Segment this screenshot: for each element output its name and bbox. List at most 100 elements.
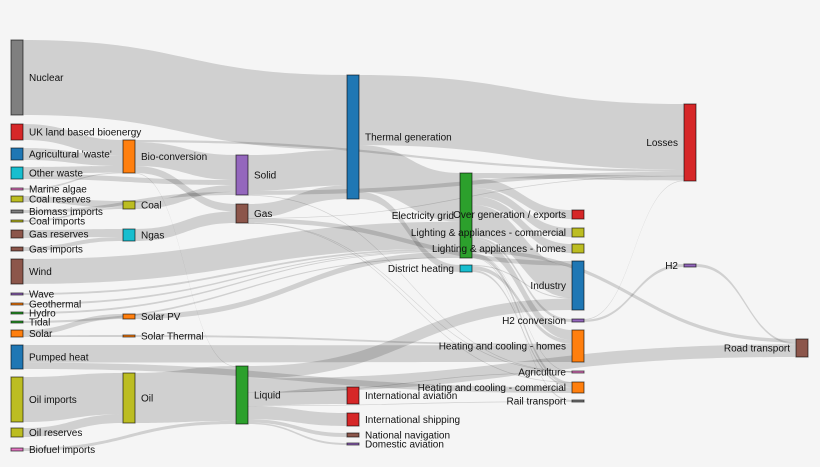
node-rail-transport[interactable] xyxy=(571,399,585,403)
node-agriculture[interactable] xyxy=(571,370,585,374)
node-label-international-shipping: International shipping xyxy=(365,415,460,426)
link-liquid--international-aviation xyxy=(248,387,347,406)
node-ngas[interactable] xyxy=(122,228,136,242)
node-coal-reserves[interactable] xyxy=(10,195,24,203)
node-pumped-heat[interactable] xyxy=(10,344,24,370)
node-coal-imports[interactable] xyxy=(10,219,24,223)
link-bio-conversion--losses xyxy=(135,140,684,172)
link-thermal-generation--electricity-grid xyxy=(359,145,460,222)
link-liquid--national-navigation xyxy=(248,419,347,437)
link-solid--thermal-generation xyxy=(248,149,347,191)
link-h2-conversion--losses xyxy=(584,180,684,320)
node-heating-and-cooling-commercial[interactable] xyxy=(571,381,585,394)
node-other-waste[interactable] xyxy=(10,166,24,180)
link-gas--agriculture xyxy=(248,222,572,372)
node-bio-conversion[interactable] xyxy=(122,139,136,174)
link-coal-imports--coal xyxy=(23,207,123,222)
node-label-national-navigation: National navigation xyxy=(365,431,450,442)
node-solar-thermal[interactable] xyxy=(122,334,136,338)
link-gas--industry xyxy=(248,218,572,266)
link-liquid--international-shipping xyxy=(248,405,347,426)
node-lighting-appliances-commercial[interactable] xyxy=(571,227,585,238)
link-thermal-generation--district-heating xyxy=(359,191,460,272)
node-national-navigation[interactable] xyxy=(346,432,360,438)
link-gas--heating-and-cooling-commercial xyxy=(248,222,572,383)
node-label-tidal: Tidal xyxy=(29,318,50,329)
link-electricity-grid--road-transport xyxy=(472,249,796,343)
link-electricity-grid--losses xyxy=(472,173,684,181)
node-label-wave: Wave xyxy=(29,290,55,301)
node-international-shipping[interactable] xyxy=(346,412,360,427)
node-marine-algae[interactable] xyxy=(10,187,24,191)
node-oil-imports[interactable] xyxy=(10,376,24,423)
node-solar-pv[interactable] xyxy=(122,313,136,320)
node-gas-imports[interactable] xyxy=(10,246,24,252)
node-uk-land-based-bioenergy[interactable] xyxy=(10,123,24,141)
link-oil-imports--oil xyxy=(23,373,123,422)
link-solar--solar-thermal xyxy=(23,335,123,337)
link-wind--electricity-grid xyxy=(23,221,460,284)
links-layer xyxy=(23,40,796,451)
link-gas-reserves--ngas xyxy=(23,229,123,238)
node-h2-conversion[interactable] xyxy=(571,318,585,323)
node-lighting-appliances-homes[interactable] xyxy=(571,243,585,254)
link-district-heating--heating-and-cooling-homes xyxy=(472,265,572,344)
node-electricity-grid[interactable] xyxy=(459,172,473,259)
node-agricultural-waste[interactable] xyxy=(10,147,24,161)
node-district-heating[interactable] xyxy=(459,264,473,273)
link-pumped-heat--heating-and-cooling-commercial xyxy=(23,362,572,393)
node-gas[interactable] xyxy=(235,203,249,224)
node-h2[interactable] xyxy=(683,263,697,268)
node-hydro[interactable] xyxy=(10,311,24,315)
node-oil-reserves[interactable] xyxy=(10,427,24,438)
link-geothermal--electricity-grid xyxy=(23,250,460,305)
node-international-aviation[interactable] xyxy=(346,386,360,405)
node-solid[interactable] xyxy=(235,154,249,196)
node-road-transport[interactable] xyxy=(795,338,809,358)
node-heating-and-cooling-homes[interactable] xyxy=(571,329,585,363)
link-electricity-grid--h2-conversion xyxy=(472,236,572,322)
link-other-waste--bio-conversion xyxy=(23,166,123,174)
link-nuclear--thermal-generation xyxy=(23,40,347,150)
node-tidal[interactable] xyxy=(10,320,24,324)
node-domestic-aviation[interactable] xyxy=(346,442,360,446)
node-wind[interactable] xyxy=(10,258,24,285)
node-nuclear[interactable] xyxy=(10,39,24,116)
node-wave[interactable] xyxy=(10,292,24,296)
node-liquid[interactable] xyxy=(235,365,249,425)
node-label-geothermal: Geothermal xyxy=(29,300,81,311)
link-thermal-generation--losses xyxy=(359,75,684,170)
link-oil--liquid xyxy=(135,366,236,423)
link-bio-conversion--solid xyxy=(135,142,236,181)
node-industry[interactable] xyxy=(571,260,585,311)
link-ngas--gas xyxy=(135,211,236,241)
node-oil[interactable] xyxy=(122,372,136,424)
link-electricity-grid--over-generation-exports xyxy=(472,178,572,219)
link-coal--solid xyxy=(135,185,236,209)
node-gas-reserves[interactable] xyxy=(10,229,24,239)
node-coal[interactable] xyxy=(122,200,136,210)
link-uk-land-based-bioenergy--bio-conversion xyxy=(23,124,123,156)
link-marine-algae--bio-conversion xyxy=(23,172,123,190)
link-h2-conversion--h2 xyxy=(584,264,684,322)
link-pumped-heat--heating-and-cooling-homes xyxy=(23,345,572,363)
node-losses[interactable] xyxy=(683,103,697,182)
link-hydro--electricity-grid xyxy=(23,250,460,314)
node-thermal-generation[interactable] xyxy=(346,74,360,200)
link-liquid--road-transport xyxy=(248,344,796,393)
node-biofuel-imports[interactable] xyxy=(10,447,24,452)
link-bio-conversion--gas xyxy=(135,166,236,212)
link-solar-thermal--heating-and-cooling-homes xyxy=(135,335,572,346)
node-label-international-aviation: International aviation xyxy=(365,391,457,402)
link-electricity-grid--heating-and-cooling-homes xyxy=(472,239,572,340)
link-liquid--industry xyxy=(248,298,572,379)
node-label-hydro: Hydro xyxy=(29,309,56,320)
node-geothermal[interactable] xyxy=(10,302,24,306)
node-solar[interactable] xyxy=(10,329,24,338)
node-biomass-imports[interactable] xyxy=(10,209,24,214)
link-bio-conversion--liquid xyxy=(135,172,236,367)
node-over-generation-exports[interactable] xyxy=(571,209,585,220)
link-district-heating--heating-and-cooling-commercial xyxy=(472,270,572,388)
